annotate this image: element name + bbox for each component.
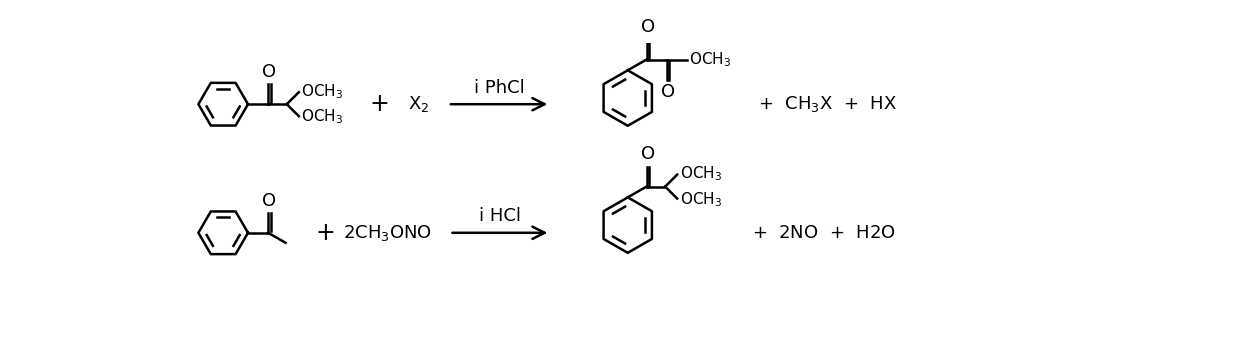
Text: OCH$_3$: OCH$_3$ bbox=[680, 164, 722, 183]
Text: $+$  CH$_3$X  $+$  HX: $+$ CH$_3$X $+$ HX bbox=[758, 94, 897, 114]
Text: $+$  2NO  $+$  H2O: $+$ 2NO $+$ H2O bbox=[751, 224, 895, 242]
Text: O: O bbox=[262, 192, 277, 210]
Text: OCH$_3$: OCH$_3$ bbox=[680, 190, 722, 209]
Text: X$_2$: X$_2$ bbox=[408, 94, 429, 114]
Text: O: O bbox=[641, 18, 655, 37]
Text: O: O bbox=[661, 83, 675, 100]
Text: i PhCl: i PhCl bbox=[474, 78, 525, 97]
Text: +: + bbox=[370, 92, 389, 116]
Text: +: + bbox=[316, 221, 335, 245]
Text: O: O bbox=[262, 63, 277, 81]
Text: 2CH$_3$ONO: 2CH$_3$ONO bbox=[343, 223, 432, 243]
Text: i HCl: i HCl bbox=[479, 207, 521, 225]
Text: OCH$_3$: OCH$_3$ bbox=[301, 108, 343, 126]
Text: OCH$_3$: OCH$_3$ bbox=[301, 82, 343, 101]
Text: O: O bbox=[641, 146, 655, 164]
Text: OCH$_3$: OCH$_3$ bbox=[689, 50, 732, 69]
